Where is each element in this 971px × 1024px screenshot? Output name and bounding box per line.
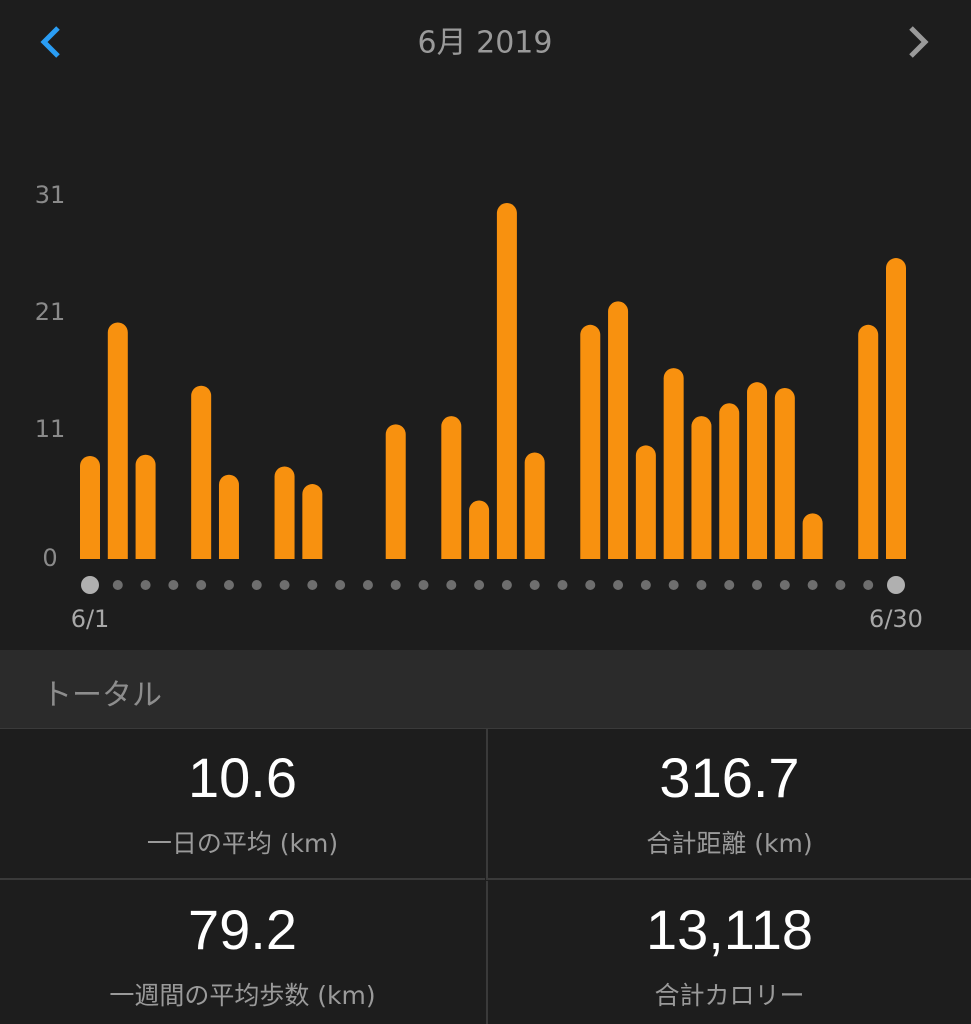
day-dot — [279, 580, 290, 590]
bar — [524, 452, 545, 559]
stat-cell: 13,118 合計カロリー — [486, 881, 971, 1024]
bar — [441, 416, 462, 559]
day-dot — [418, 580, 429, 590]
day-dot — [362, 580, 373, 590]
stat-value: 316.7 — [659, 746, 800, 809]
y-tick-label: 0 — [42, 544, 57, 572]
day-dot — [613, 580, 624, 590]
stat-label: 合計カロリー — [654, 981, 805, 1010]
day-dot — [779, 580, 790, 590]
prev-button[interactable] — [40, 26, 60, 58]
day-dot — [557, 580, 568, 590]
bar — [747, 382, 768, 559]
day-dot — [390, 580, 401, 590]
stat-label: 合計距離 (km) — [646, 829, 813, 858]
bar — [469, 500, 490, 559]
bar — [580, 324, 601, 559]
day-dot — [223, 580, 234, 590]
bar — [663, 368, 684, 559]
bar — [719, 403, 740, 559]
day-dot — [335, 580, 346, 590]
day-dot — [835, 580, 846, 590]
day-dot — [863, 580, 874, 590]
stat-value: 79.2 — [188, 898, 297, 961]
day-dot — [251, 580, 262, 590]
x-tick-label: 6/1 — [71, 605, 110, 633]
day-dot — [196, 580, 207, 590]
bar — [80, 455, 100, 559]
day-dot — [640, 580, 651, 590]
day-dot — [807, 580, 818, 590]
month-title: 6月 2019 — [418, 26, 553, 61]
bar — [135, 454, 156, 559]
day-dot — [529, 580, 540, 590]
day-dot — [585, 580, 596, 590]
bar — [107, 322, 128, 559]
next-button[interactable] — [909, 26, 929, 58]
y-tick-label: 21 — [35, 298, 66, 326]
bar — [608, 301, 629, 559]
stat-label: 一週間の平均歩数 (km) — [109, 981, 376, 1010]
day-dot — [307, 580, 318, 590]
chart: 6月 2019 0 11 21 31 6/1 6/30 — [35, 26, 929, 633]
bar — [858, 324, 879, 559]
stat-value: 10.6 — [188, 746, 297, 809]
x-tick-label: 6/30 — [869, 605, 923, 633]
day-dot — [140, 580, 151, 590]
stat-value: 13,118 — [645, 898, 814, 961]
stat-cell: 10.6 一日の平均 (km) — [0, 729, 485, 880]
day-dot — [696, 580, 707, 590]
bar — [635, 445, 656, 559]
day-dot — [501, 580, 512, 590]
day-dot — [112, 580, 123, 590]
bar — [886, 258, 906, 559]
y-tick-label: 31 — [35, 181, 66, 209]
y-tick-label: 11 — [35, 415, 66, 443]
bar — [302, 484, 323, 559]
day-dot — [668, 580, 679, 590]
bar — [691, 416, 712, 559]
day-dot — [887, 576, 905, 594]
stat-cell: 79.2 一週間の平均歩数 (km) — [0, 881, 485, 1024]
bar — [385, 424, 406, 559]
day-dot — [446, 580, 457, 590]
bar — [774, 388, 795, 559]
bar — [191, 385, 212, 559]
bar — [218, 474, 239, 559]
day-dot — [168, 580, 179, 590]
stat-cell: 316.7 合計距離 (km) — [486, 729, 971, 880]
section-title: トータル — [42, 678, 162, 713]
bar — [802, 513, 823, 559]
day-dot — [81, 576, 99, 594]
day-dot — [474, 580, 485, 590]
section-header: トータル — [0, 650, 971, 729]
stat-label: 一日の平均 (km) — [146, 829, 339, 858]
day-dot — [724, 580, 735, 590]
bar — [274, 466, 295, 559]
bar — [496, 203, 517, 559]
day-dot — [752, 580, 763, 590]
